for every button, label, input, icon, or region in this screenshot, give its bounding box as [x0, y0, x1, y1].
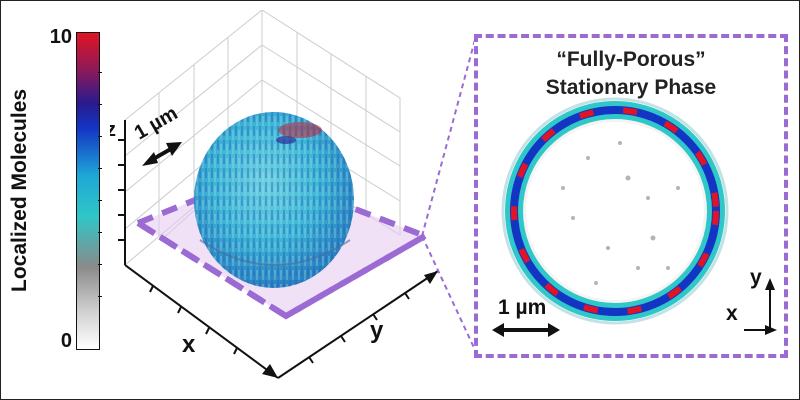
colorbar-tick [98, 264, 102, 265]
panel-scale-label: 1 µm [498, 296, 547, 319]
cross-section-ring [501, 97, 729, 325]
3d-plot: z x y 1 µm [110, 10, 439, 379]
colorbar-tick [98, 104, 102, 105]
x-axis-arrowhead [262, 364, 278, 378]
particle-3d [194, 112, 354, 288]
colorbar-tick [98, 200, 102, 201]
colorbar-tick [98, 296, 102, 297]
z-axis-label: z [110, 119, 116, 141]
panel-title-line2: Stationary Phase [545, 76, 717, 99]
colorbar-tick [98, 72, 102, 73]
cross-section-panel: “Fully-Porous” Stationary Phase 1 µm x y [474, 34, 788, 358]
colorbar-tick [98, 168, 102, 169]
panel-x-label: x [726, 302, 738, 325]
panel-title-line1: “Fully-Porous” [556, 48, 706, 71]
colorbar-title: Localized Molecules [8, 88, 31, 292]
colorbar-min-label: 0 [60, 330, 72, 352]
colorbar-max-label: 10 [49, 26, 72, 48]
y-axis-arrowhead [424, 271, 438, 284]
panel-y-label: y [750, 266, 762, 289]
y-axis-label: y [370, 317, 384, 344]
3d-axes [118, 120, 439, 379]
colorbar-tick [98, 232, 102, 233]
zoom-connectors [421, 35, 477, 353]
colorbar-gradient [76, 32, 100, 350]
3d-scale-label: 1 µm [131, 102, 182, 144]
x-axis-label: x [182, 331, 196, 358]
panel-scale-bar [492, 278, 777, 337]
colorbar-tick [98, 136, 102, 137]
